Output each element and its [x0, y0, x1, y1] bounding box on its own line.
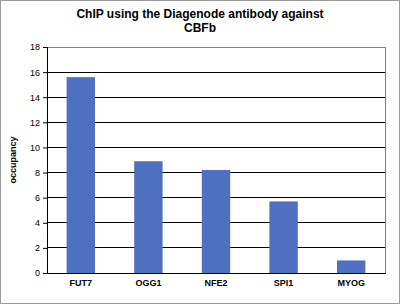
y-tick-mark [43, 273, 47, 274]
x-tick-label: SPI1 [274, 278, 294, 288]
y-axis: 0 2 4 6 8 10 12 14 16 18 [30, 42, 48, 278]
y-tick-mark [43, 248, 47, 249]
y-tick-mark [43, 173, 47, 174]
bar [67, 77, 95, 273]
y-tick: 16 [30, 67, 47, 77]
bar [269, 201, 297, 273]
title-line: CBFb [184, 21, 216, 35]
x-tick-label: NFE2 [204, 278, 227, 288]
y-tick-label: 12 [30, 118, 40, 128]
chart-border [1, 1, 400, 304]
y-tick-mark [43, 97, 47, 98]
x-tick: MYOG [337, 273, 365, 288]
x-tick-label: FUT7 [70, 278, 93, 288]
grid-line [47, 97, 385, 98]
y-tick: 18 [30, 42, 47, 52]
y-tick-label: 16 [30, 67, 40, 77]
y-tick-label: 10 [30, 143, 40, 153]
x-tick-label: MYOG [337, 278, 365, 288]
y-tick-mark [43, 223, 47, 224]
grid-line [47, 72, 385, 73]
x-tick-label: OGG1 [135, 278, 161, 288]
grid-line [47, 147, 385, 148]
plot-frame [47, 47, 385, 273]
y-tick-label: 18 [30, 42, 40, 52]
x-tick: SPI1 [274, 273, 294, 288]
x-tick: OGG1 [135, 273, 161, 288]
bar [202, 170, 230, 273]
y-tick: 6 [35, 193, 47, 203]
y-tick: 10 [30, 143, 47, 153]
y-tick: 8 [35, 168, 47, 178]
grid-line [47, 122, 385, 123]
x-tick: FUT7 [70, 273, 93, 288]
y-tick-label: 6 [35, 193, 40, 203]
y-tick-label: 2 [35, 243, 40, 253]
plot: 0 2 4 6 8 10 12 14 16 18 FUT7 OGG1 NFE2 SPI1 MYOG [30, 42, 386, 288]
y-tick-mark [43, 72, 47, 73]
bar [134, 161, 162, 273]
bars [67, 77, 366, 273]
y-axis-title: occupancy [8, 136, 18, 183]
y-tick: 12 [30, 118, 47, 128]
bar [337, 260, 365, 273]
y-tick: 2 [35, 243, 47, 253]
y-tick-label: 4 [35, 218, 40, 228]
title: ChIP using the Diagenode antibody agains… [76, 7, 323, 35]
y-tick: 0 [35, 268, 47, 278]
y-tick-mark [43, 147, 47, 148]
x-axis: FUT7 OGG1 NFE2 SPI1 MYOG [48, 273, 386, 288]
y-tick-mark [43, 198, 47, 199]
title-line: ChIP using the Diagenode antibody agains… [76, 7, 323, 21]
y-tick: 14 [30, 93, 47, 103]
y-tick-mark [43, 47, 47, 48]
y-tick-label: 8 [35, 168, 40, 178]
y-axis-line [43, 48, 48, 274]
y-tick-label: 0 [35, 268, 40, 278]
grid [47, 47, 385, 273]
x-tick: NFE2 [204, 273, 227, 288]
x-axis-line [48, 273, 386, 274]
y-tick: 4 [35, 218, 47, 228]
y-tick-mark [43, 122, 47, 123]
y-tick-label: 14 [30, 93, 40, 103]
